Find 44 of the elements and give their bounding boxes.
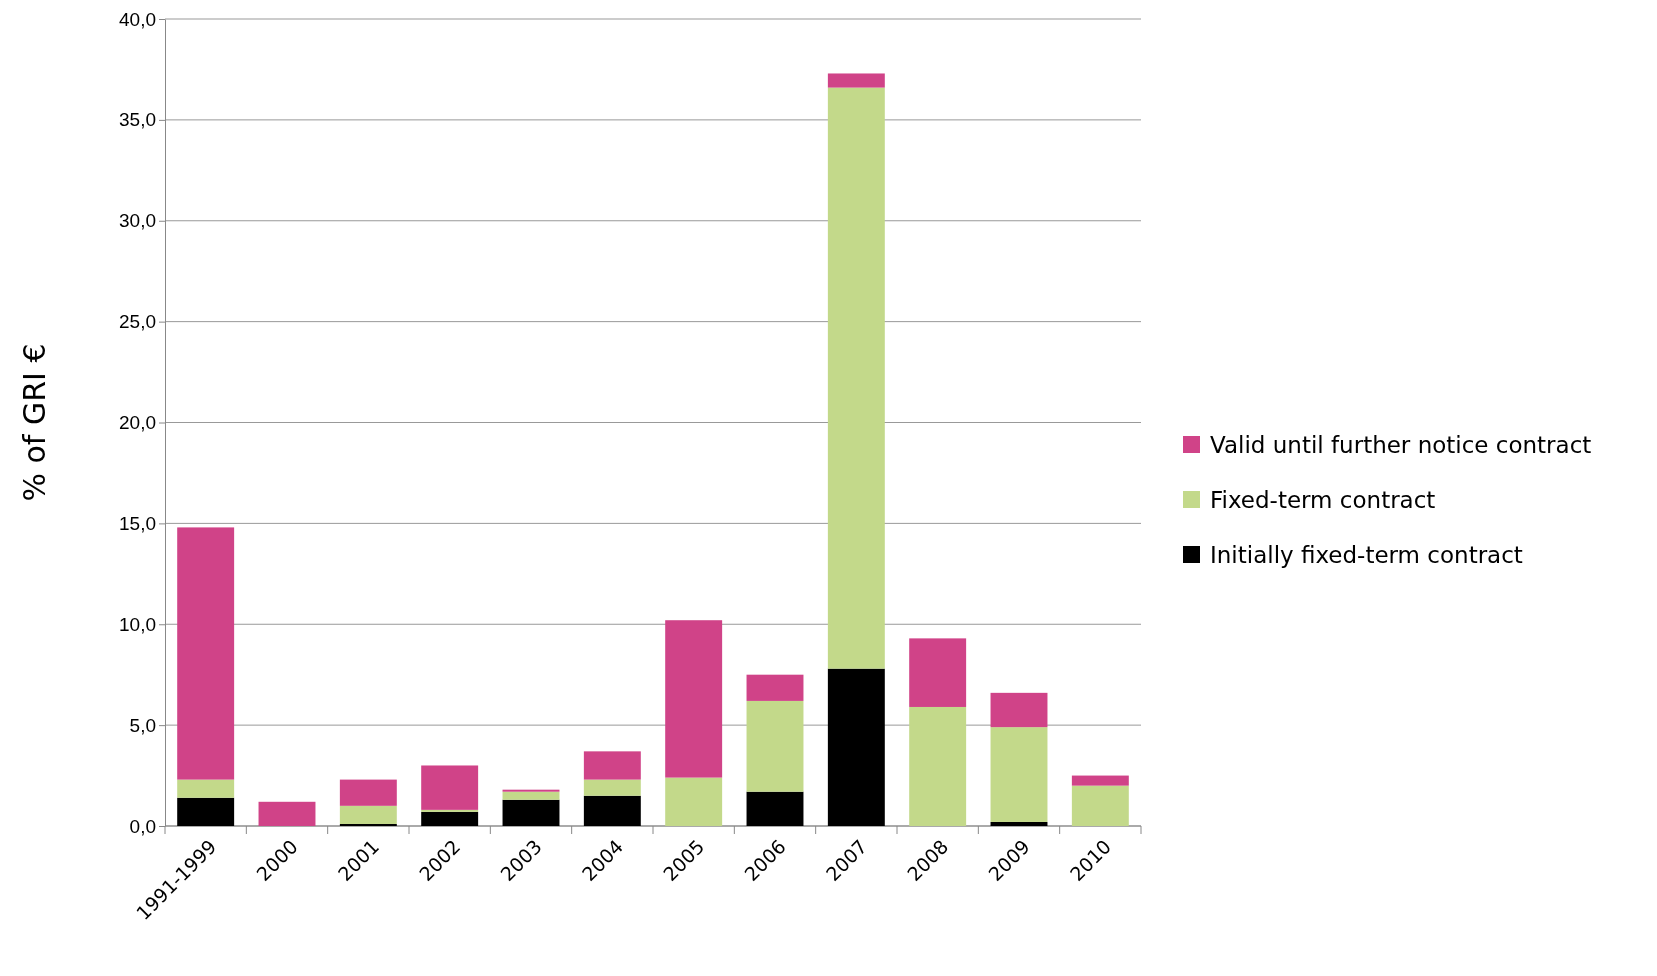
bar (746, 791, 804, 826)
bar (177, 527, 235, 780)
bar (990, 727, 1048, 822)
legend-label: Valid until further notice contract (1210, 432, 1592, 458)
bar (990, 692, 1048, 728)
bar (990, 821, 1048, 826)
bar (909, 706, 967, 826)
bar (1071, 785, 1129, 826)
bar (339, 779, 397, 806)
bar (258, 801, 316, 826)
y-tick-label: 15,0 (119, 512, 156, 534)
y-tick-label: 30,0 (119, 210, 156, 232)
bar (502, 791, 560, 800)
bar (583, 751, 641, 780)
bar (583, 779, 641, 796)
y-tick-label: 40,0 (119, 8, 156, 30)
bar (827, 668, 885, 826)
legend-label: Fixed-term contract (1210, 487, 1436, 513)
bar (746, 674, 804, 701)
y-tick-label: 0,0 (129, 815, 156, 837)
bar (1071, 775, 1129, 786)
bar (339, 805, 397, 824)
bar (421, 811, 479, 826)
bar (177, 797, 235, 826)
bar (827, 87, 885, 669)
bar (339, 823, 397, 826)
legend-label: Initially fixed-term contract (1210, 542, 1523, 568)
bar (502, 799, 560, 826)
bar (583, 795, 641, 826)
y-tick-label: 25,0 (119, 311, 156, 333)
y-axis-title: % of GRI € (17, 343, 52, 502)
bar (421, 765, 479, 810)
bar (827, 73, 885, 88)
bar (502, 789, 560, 792)
bar (665, 777, 723, 826)
bar (421, 809, 479, 812)
y-tick-label: 20,0 (119, 412, 156, 434)
y-tick-label: 35,0 (119, 109, 156, 131)
bar (909, 638, 967, 707)
bar (746, 700, 804, 792)
y-tick-label: 10,0 (119, 613, 156, 635)
y-tick-label: 5,0 (129, 714, 156, 736)
bar (665, 620, 723, 778)
bar (177, 779, 235, 798)
